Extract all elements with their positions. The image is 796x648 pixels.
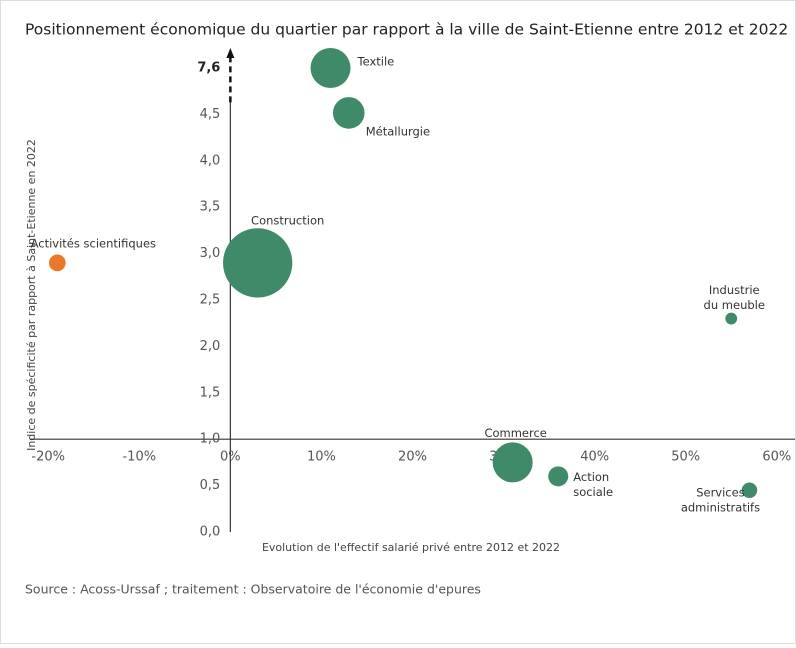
bubble — [548, 466, 569, 487]
bubble-label: Commerce — [484, 426, 546, 440]
x-tick-label: 60% — [762, 450, 791, 465]
bubble — [48, 254, 66, 272]
bubble — [492, 442, 533, 483]
chart-title: Positionnement économique du quartier pa… — [25, 21, 788, 39]
y-tick-label: 0,0 — [200, 525, 221, 540]
bubble-label: Activités scientifiques — [31, 236, 156, 250]
y-tick-label: 4,5 — [200, 107, 221, 122]
x-tick-label: -10% — [122, 450, 156, 465]
x-tick-label: -20% — [31, 450, 65, 465]
bubble-label: sociale — [573, 485, 613, 499]
y-tick-label: 3,0 — [200, 246, 221, 261]
bubble-label: Construction — [251, 213, 324, 227]
y-tick-label: 2,0 — [200, 339, 221, 354]
bubble — [310, 48, 351, 88]
bubble-label: Services — [696, 486, 745, 500]
y-axis-arrow — [226, 48, 235, 58]
bubble — [223, 228, 293, 298]
x-tick-label: 20% — [398, 450, 427, 465]
y-axis-label: Indice de spécificité par rapport à Sain… — [25, 139, 38, 451]
y-tick-label: 1,0 — [200, 432, 221, 447]
x-tick-label: 40% — [580, 450, 609, 465]
bubble-label: du meuble — [704, 298, 765, 312]
y-tick-label: 3,5 — [200, 200, 221, 215]
bubble-label: Textile — [357, 55, 395, 69]
x-tick-label: 50% — [671, 450, 700, 465]
bubble — [332, 97, 365, 129]
bubble-label: Industrie — [709, 283, 760, 297]
y-tick-label: 0,5 — [200, 478, 221, 493]
bubble-label: Métallurgie — [366, 124, 430, 138]
x-axis-label: Evolution de l'effectif salarié privé en… — [262, 541, 560, 554]
bubble-label: Action — [573, 470, 609, 484]
y-tick-label: 7,6 — [197, 61, 220, 76]
bubble-label: administratifs — [681, 501, 760, 515]
y-tick-label: 2,5 — [200, 293, 221, 308]
source: Source : Acoss-Urssaf ; traitement : Obs… — [25, 582, 481, 597]
bubble — [741, 482, 758, 498]
bubble — [725, 312, 738, 325]
y-tick-label: 1,5 — [200, 385, 221, 400]
x-tick-label: 10% — [307, 450, 336, 465]
x-tick-label: 0% — [220, 450, 241, 465]
y-tick-label: 4,0 — [200, 153, 221, 168]
